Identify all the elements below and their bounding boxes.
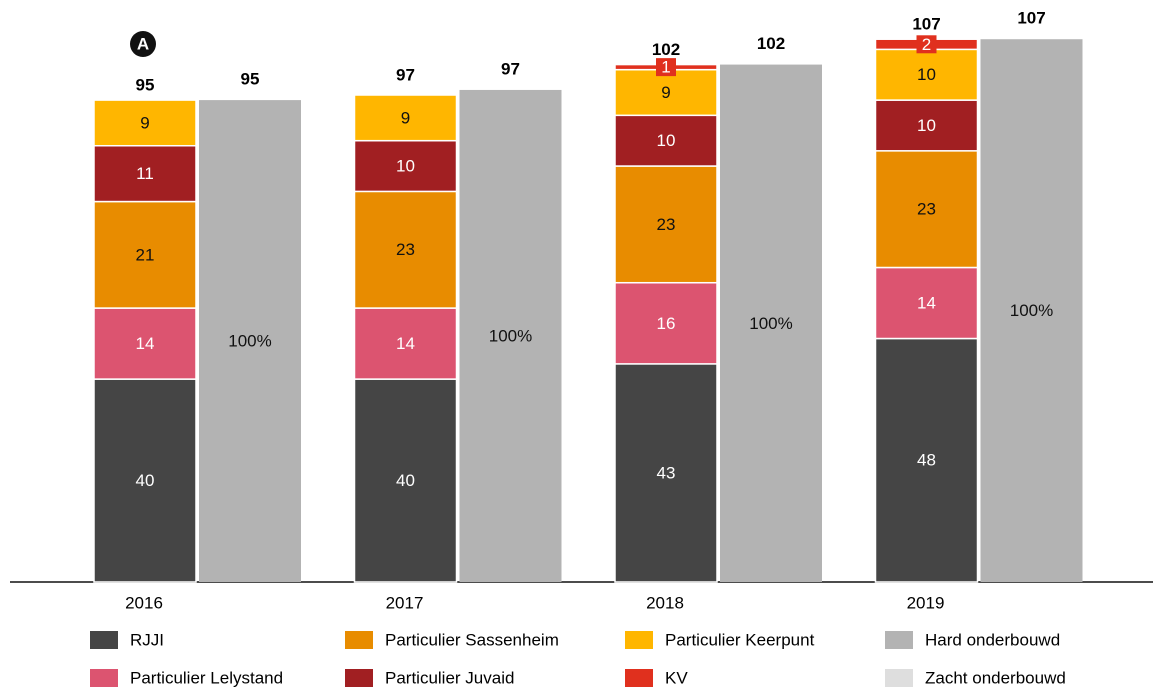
reference-total: 107	[1017, 9, 1045, 28]
reference-bar	[720, 64, 822, 583]
x-tick-label: 2017	[386, 593, 424, 612]
data-label: 16	[657, 314, 676, 333]
bar-segment	[614, 165, 718, 284]
data-label: 10	[396, 157, 415, 176]
data-label: 9	[401, 108, 410, 127]
data-label: 48	[917, 451, 936, 470]
data-label: 10	[917, 65, 936, 84]
legend-swatch	[90, 669, 118, 687]
legend-label: Particulier Sassenheim	[385, 630, 559, 649]
bar-segment	[353, 190, 458, 309]
legend-swatch	[885, 631, 913, 649]
annotation-badge	[130, 31, 156, 57]
bar-segment	[874, 150, 979, 269]
data-label: 21	[136, 245, 155, 264]
data-label: 9	[661, 83, 670, 102]
total-label: 107	[912, 15, 940, 34]
data-label: 10	[657, 131, 676, 150]
reference-label: 100%	[1010, 301, 1053, 320]
label-box	[656, 58, 676, 77]
data-label: 43	[657, 463, 676, 482]
legend-swatch	[345, 631, 373, 649]
legend-swatch	[625, 631, 653, 649]
bar-segment	[353, 378, 458, 583]
data-label: 14	[917, 293, 936, 312]
legend-label: Particulier Keerpunt	[665, 630, 815, 649]
total-label: 97	[396, 65, 415, 84]
bar-segment	[93, 200, 197, 309]
legend-swatch	[90, 631, 118, 649]
reference-total: 102	[757, 34, 785, 53]
data-label: 23	[657, 215, 676, 234]
reference-bar	[199, 100, 301, 582]
data-label: 40	[136, 471, 155, 490]
data-label: 1	[661, 58, 670, 77]
reference-label: 100%	[489, 326, 532, 345]
label-box	[916, 35, 937, 54]
bar-segment	[353, 307, 458, 380]
data-label: 10	[917, 116, 936, 135]
data-label: 40	[396, 471, 415, 490]
legend-label: KV	[665, 668, 688, 687]
bar-segment	[93, 307, 197, 380]
bar-segment	[874, 48, 979, 101]
reference-total: 97	[501, 59, 520, 78]
bar-segment	[93, 378, 197, 583]
data-label: 14	[136, 334, 155, 353]
bar-segment	[93, 144, 197, 203]
reference-label: 100%	[749, 314, 792, 333]
bar-segment	[353, 139, 458, 193]
x-tick-label: 2019	[907, 593, 945, 612]
legend-swatch	[885, 669, 913, 687]
bar-segment	[614, 363, 718, 583]
data-label: 14	[396, 334, 415, 353]
reference-total: 95	[241, 70, 260, 89]
bar-segment	[614, 68, 718, 117]
legend-label: Hard onderbouwd	[925, 630, 1060, 649]
legend-swatch	[625, 669, 653, 687]
bar-segment	[874, 99, 979, 152]
reference-label: 100%	[228, 332, 271, 351]
data-label: 23	[917, 200, 936, 219]
data-label: 9	[140, 113, 149, 132]
legend-label: Zacht onderbouwd	[925, 668, 1066, 687]
annotation: A	[137, 34, 149, 53]
bar-segment	[93, 99, 197, 147]
total-label: 102	[652, 40, 680, 59]
bar-segment	[874, 337, 979, 583]
x-tick-label: 2018	[646, 593, 684, 612]
bar-segment	[614, 114, 718, 167]
data-label: 23	[396, 240, 415, 259]
data-label: 2	[922, 35, 931, 54]
bar-segment	[353, 94, 458, 142]
legend-label: Particulier Lelystand	[130, 668, 283, 687]
reference-bar	[980, 39, 1083, 582]
legend-label: Particulier Juvaid	[385, 668, 514, 687]
data-label: 11	[136, 164, 154, 183]
x-tick-label: 2016	[125, 593, 163, 612]
legend-label: RJJI	[130, 630, 164, 649]
reference-bar	[459, 89, 562, 582]
total-label: 95	[136, 76, 155, 95]
legend-swatch	[345, 669, 373, 687]
bar-segment	[874, 266, 979, 340]
